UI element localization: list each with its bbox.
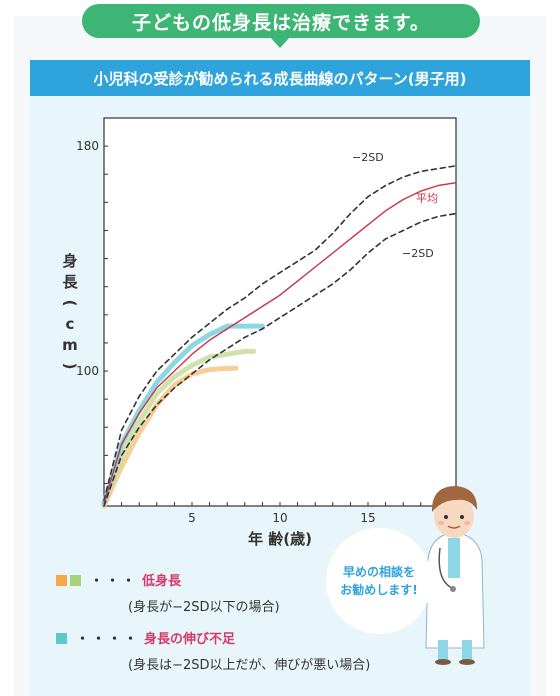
headline-pointer xyxy=(270,37,290,48)
legend-note-poor-growth: (身長は−2SD以上だが、伸びが悪い場合) xyxy=(128,658,371,673)
headline-banner: 子どもの低身長は治療できます。 xyxy=(82,4,480,38)
label-upper-sd: −2SD xyxy=(352,151,384,164)
series-layer xyxy=(101,165,457,509)
y-axis-title-char: ) xyxy=(61,363,79,370)
x-axis-title: 年 齢(歳) xyxy=(248,530,312,548)
legend-item-poor-growth: ・・・・ 身長の伸び不足 xyxy=(56,628,235,647)
plot-area xyxy=(103,117,457,507)
y-axis-title-char: 身 xyxy=(62,252,77,270)
legend-note-short-stature: (身長が−2SD以下の場合) xyxy=(128,600,280,615)
advice-line-1: 早めの相談を xyxy=(342,565,415,579)
y-axis-title-char: m xyxy=(62,336,78,354)
series-line-3 xyxy=(101,365,239,509)
label-lower-sd: −2SD xyxy=(402,247,434,260)
advice-bubble: 早めの相談を お勧めします! xyxy=(326,528,432,634)
swatch-teal xyxy=(56,633,67,644)
x-tick-label-10: 10 xyxy=(272,511,287,525)
y-tick-label-180: 180 xyxy=(76,139,99,153)
swatch-green xyxy=(70,575,81,586)
y-axis-title-char: 長 xyxy=(62,273,78,291)
legend-label-short-stature: 低身長 xyxy=(142,574,182,589)
series-line-4 xyxy=(101,348,257,506)
y-tick-label-100: 100 xyxy=(76,364,99,378)
legend-label-poor-growth: 身長の伸び不足 xyxy=(144,632,236,647)
x-tick-label-5: 5 xyxy=(188,511,196,525)
x-tick-label-15: 15 xyxy=(360,511,375,525)
y-axis-title-char: c xyxy=(66,315,75,333)
y-axis-title: 身長 ( cm) xyxy=(61,252,79,369)
advice-line-2: お勧めします! xyxy=(340,583,418,597)
series-line-1 xyxy=(103,182,457,504)
label-mean: 平均 xyxy=(416,192,438,205)
advice-bubble-tail xyxy=(424,574,438,590)
card-title: 小児科の受診が勧められる成長曲線のパターン(男子用) xyxy=(30,60,530,96)
legend-item-short-stature: ・・・ 低身長 xyxy=(56,570,181,589)
y-axis-title-char: ( xyxy=(61,300,79,307)
swatch-orange xyxy=(56,575,67,586)
series-line-0 xyxy=(103,165,457,502)
doctor-illustration xyxy=(425,486,485,665)
